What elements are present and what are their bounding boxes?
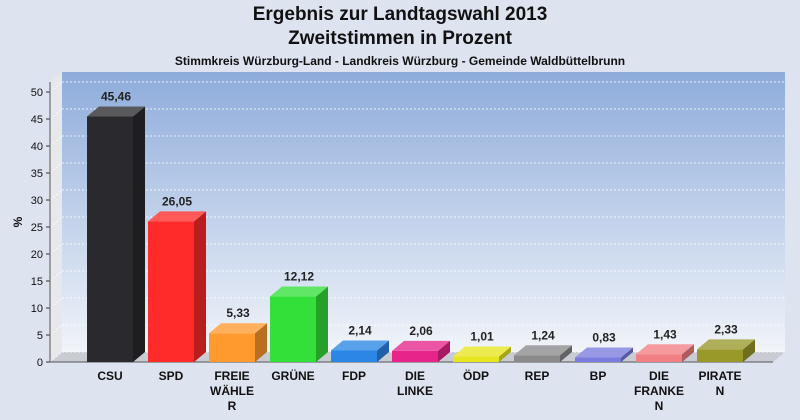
bar-top	[148, 211, 206, 222]
gridline-diagonal	[49, 351, 63, 363]
gridline-diagonal	[49, 108, 63, 120]
bar	[331, 340, 389, 362]
x-tick-label: DIE FRANKE N	[634, 369, 684, 413]
y-tick-label: 35	[31, 168, 43, 180]
data-label: 2,33	[714, 322, 738, 336]
bar-side	[743, 339, 755, 362]
y-tick-label: 25	[31, 222, 43, 234]
data-label: 12,12	[284, 270, 314, 284]
bar-front	[148, 221, 194, 362]
x-tick-label: GRÜNE	[271, 368, 314, 383]
x-tick-label: DIE LINKE	[397, 369, 433, 398]
data-label: 0,83	[592, 331, 616, 345]
bar-top	[392, 340, 450, 351]
x-tick-label: FDP	[342, 369, 366, 383]
bar	[453, 346, 511, 362]
x-tick-label: PIRATE N	[698, 369, 741, 398]
bar	[575, 347, 633, 362]
gridline-diagonal	[49, 270, 63, 282]
x-tick-label: REP	[525, 369, 550, 383]
gridline-diagonal	[49, 135, 63, 147]
bar-top	[331, 340, 389, 351]
plot-side-wall	[50, 72, 62, 362]
bar-front	[209, 333, 255, 362]
bar-front	[331, 350, 377, 362]
y-tick-label: 30	[31, 195, 43, 207]
bar	[392, 340, 450, 362]
bar-front	[270, 296, 316, 362]
bar-top	[636, 344, 694, 355]
data-label: 2,06	[409, 324, 433, 338]
data-label: 2,14	[348, 323, 372, 337]
gridline-diagonal	[49, 81, 63, 93]
bar-side	[438, 340, 450, 362]
bar-front	[636, 354, 682, 362]
bar	[697, 339, 755, 362]
gridline-diagonal	[49, 243, 63, 255]
bar-front	[514, 355, 560, 362]
bar-front	[697, 349, 743, 362]
x-tick-label: BP	[590, 369, 607, 383]
bar-side	[560, 345, 572, 362]
chart-subtitle: Zweitstimmen in Prozent	[288, 28, 512, 49]
bar-top	[209, 323, 267, 334]
x-tick-label: ÖDP	[463, 368, 489, 383]
bar-side	[377, 340, 389, 362]
data-label: 1,43	[653, 327, 677, 341]
bar	[270, 286, 328, 362]
gridline-diagonal	[49, 189, 63, 201]
x-tick-label: CSU	[97, 369, 122, 383]
bars	[87, 106, 755, 363]
bar-side	[316, 286, 328, 362]
labels: 45,46 CSU 26,05 SPD 5,33 FREIE WÄHLE R 12,12 GRÜN…	[97, 90, 741, 413]
bar-side	[255, 323, 267, 362]
data-label: 1,01	[470, 330, 494, 344]
gridline-diagonal	[49, 297, 63, 309]
bar-side	[621, 347, 633, 362]
bar-side	[499, 346, 511, 362]
x-tick-label: FREIE WÄHLE R	[210, 369, 254, 413]
data-label: 45,46	[101, 90, 131, 104]
bar-top	[270, 286, 328, 297]
y-tick-label: 45	[31, 114, 43, 126]
bar-top	[453, 346, 511, 357]
bar	[636, 344, 694, 362]
data-label: 5,33	[226, 306, 250, 320]
y-tick-label: 10	[31, 303, 43, 315]
data-label: 1,24	[531, 328, 555, 342]
bar	[209, 323, 267, 362]
data-label: 26,05	[162, 194, 192, 208]
bar-front	[575, 357, 621, 362]
gridline-diagonal	[49, 162, 63, 174]
bar	[514, 345, 572, 362]
y-tick-label: 50	[31, 87, 43, 99]
bar	[148, 211, 206, 362]
bar-top	[697, 339, 755, 350]
y-tick-label: 15	[31, 276, 43, 288]
gridline-diagonal	[49, 324, 63, 336]
bar-front	[453, 356, 499, 362]
bar-side	[133, 106, 145, 363]
y-axis-label: %	[11, 216, 25, 227]
bar	[87, 106, 145, 363]
bar-side	[194, 211, 206, 362]
y-tick-label: 40	[31, 141, 43, 153]
chart-title: Ergebnis zur Landtagswahl 2013	[252, 4, 548, 25]
bar-front	[87, 116, 133, 363]
bar-top	[514, 345, 572, 356]
gridline-diagonal	[49, 216, 63, 228]
y-tick-label: 20	[31, 249, 43, 261]
chart-caption: Stimmkreis Würzburg-Land - Landkreis Wür…	[174, 54, 626, 68]
y-tick-label: 5	[37, 330, 43, 342]
y-tick-label: 0	[37, 357, 43, 369]
x-tick-label: SPD	[159, 369, 184, 383]
bar-front	[392, 350, 438, 362]
bar-top	[575, 347, 633, 358]
bar-top	[87, 106, 145, 117]
bar-side	[682, 344, 694, 362]
